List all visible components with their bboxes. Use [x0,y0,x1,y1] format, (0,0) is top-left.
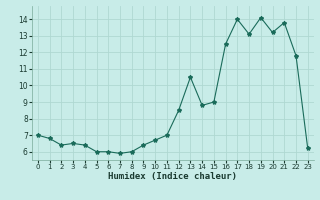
X-axis label: Humidex (Indice chaleur): Humidex (Indice chaleur) [108,172,237,181]
